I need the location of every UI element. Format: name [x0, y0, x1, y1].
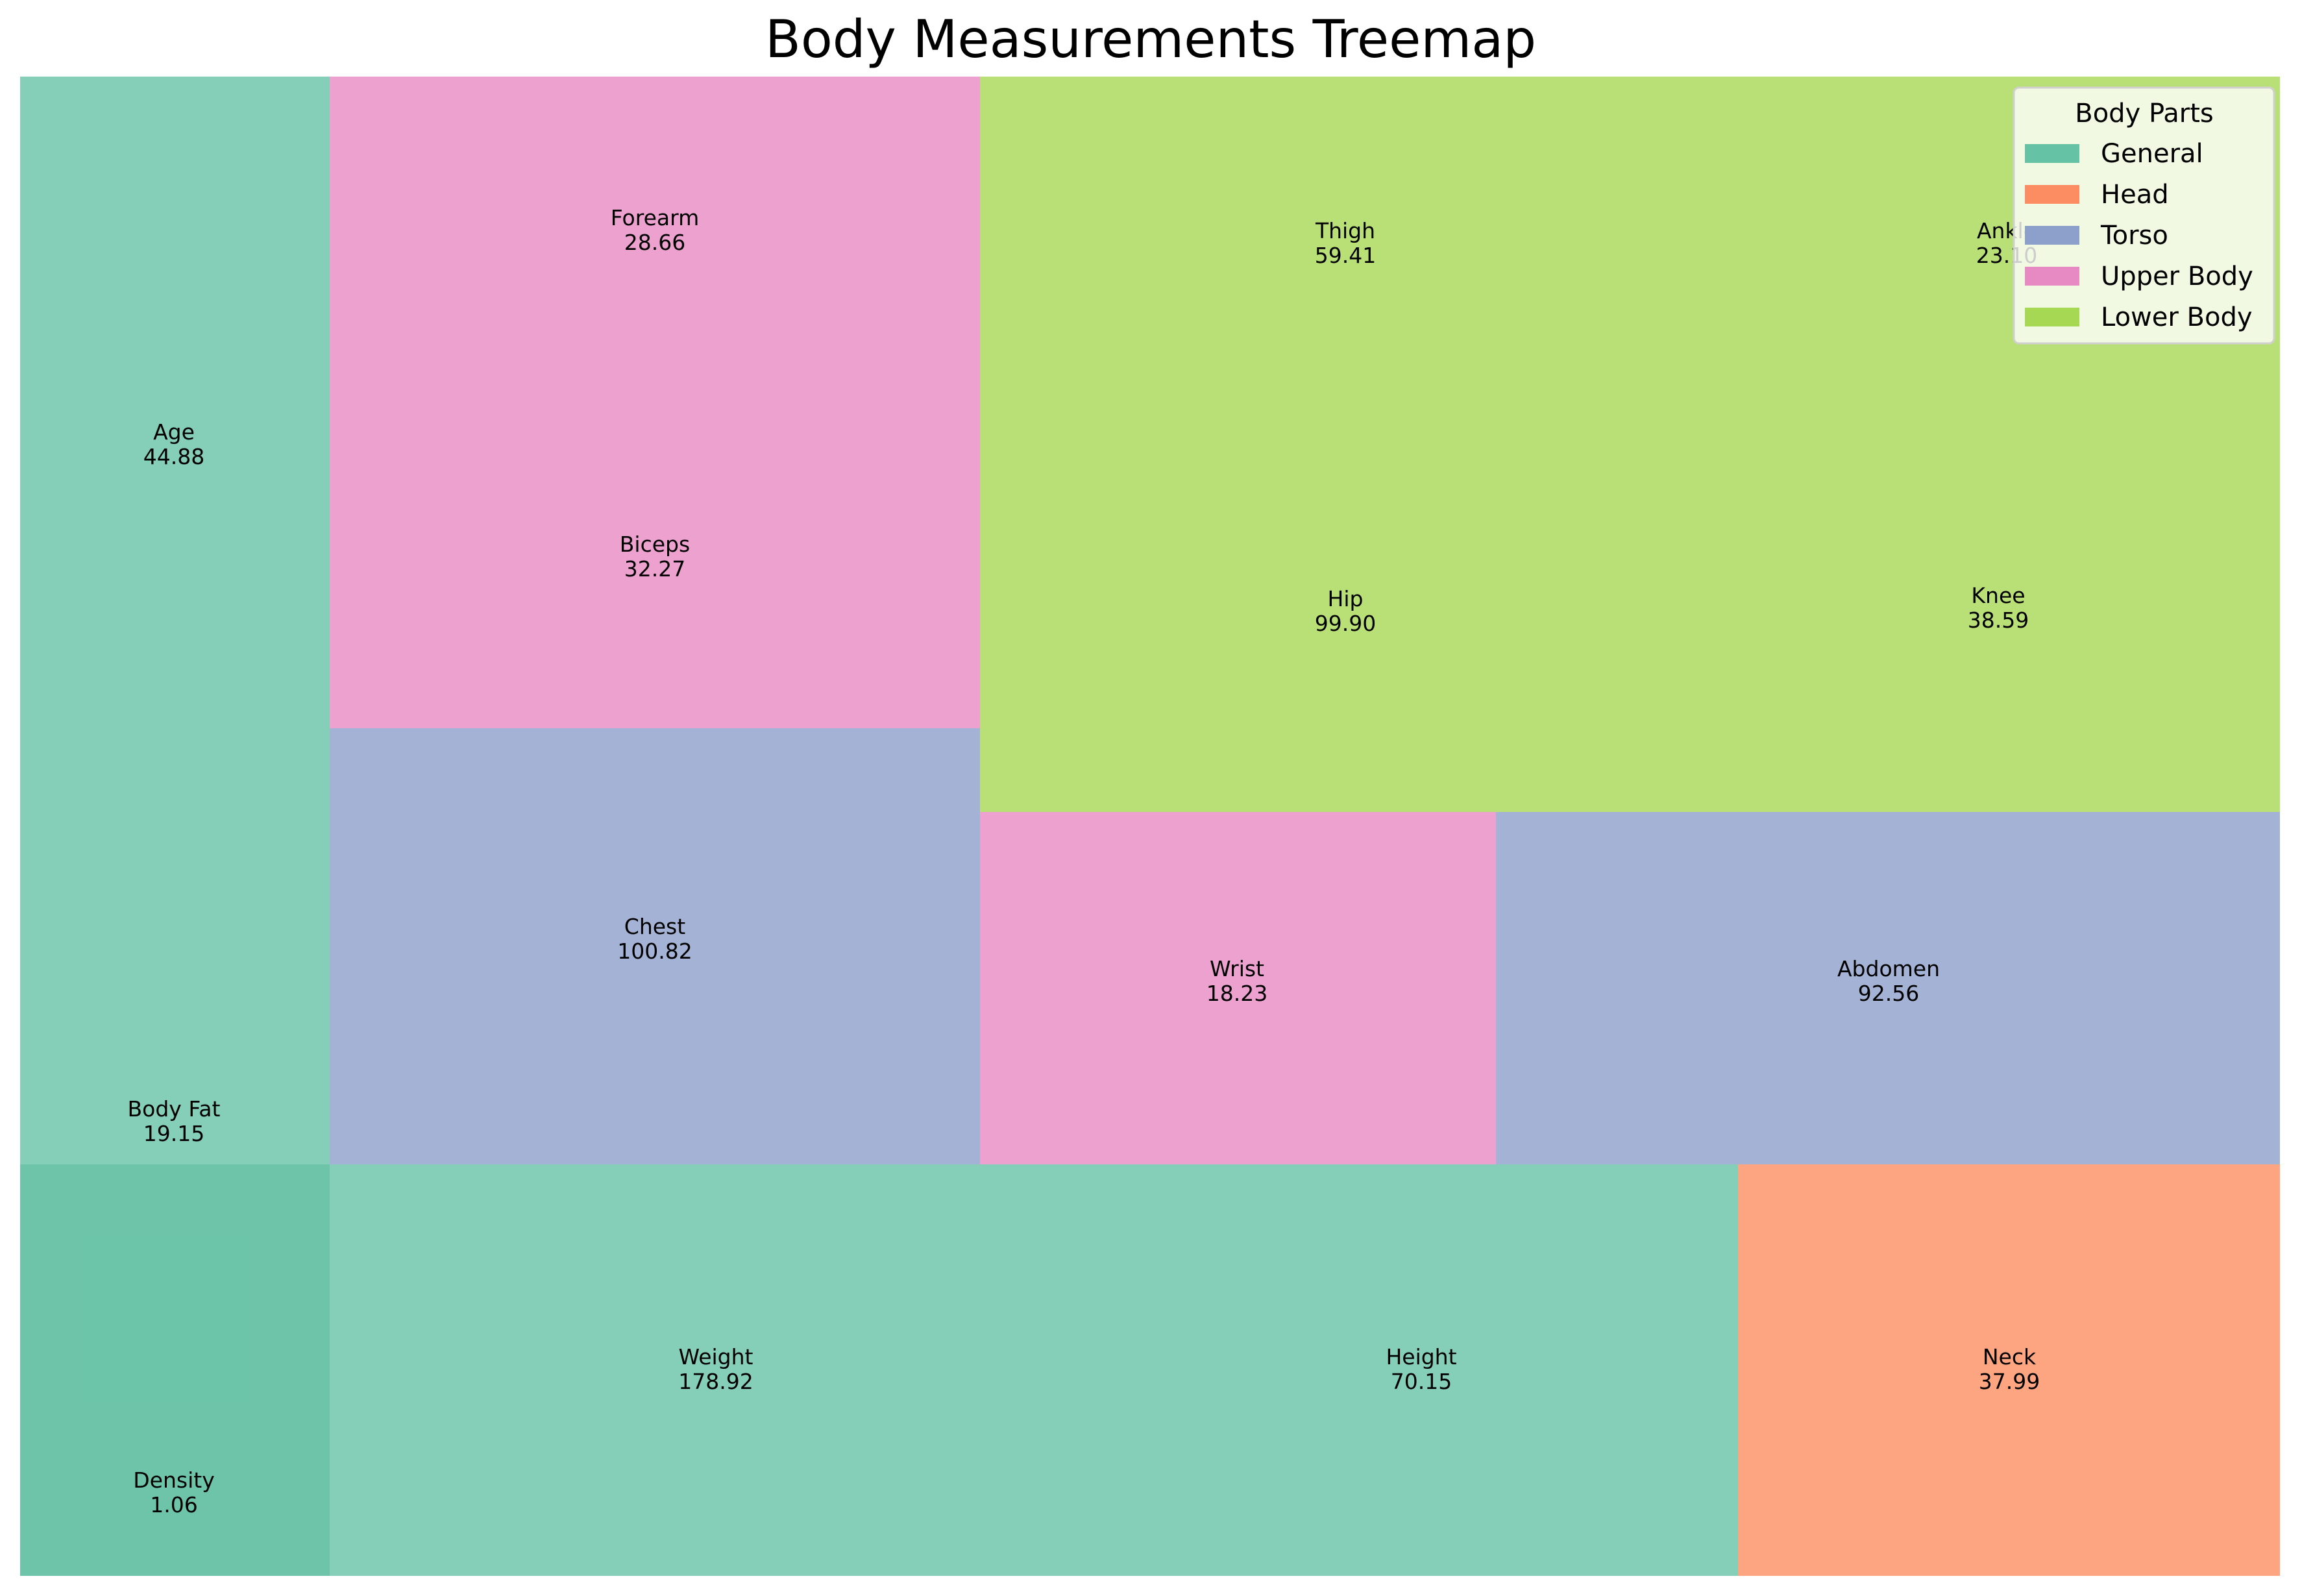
tile-label-wrist: Wrist — [1210, 956, 1264, 981]
tile-value-weight: 178.92 — [678, 1369, 753, 1394]
tile-value-density: 1.06 — [150, 1492, 197, 1517]
tile-value-abdomen: 92.56 — [1858, 981, 1919, 1006]
tile-label-biceps: Biceps — [620, 532, 690, 557]
legend-label-lower-body: Lower Body — [2101, 302, 2253, 332]
legend-label-upper-body: Upper Body — [2101, 262, 2253, 291]
tile-value-age: 44.88 — [143, 444, 204, 469]
tile-weight — [20, 1164, 1738, 1576]
legend: Body Parts General Head Torso Upper Body Low… — [2013, 86, 2275, 345]
tile-label-neck: Neck — [1983, 1344, 2037, 1369]
tile-label-body-fat: Body Fat — [128, 1096, 221, 1122]
tile-value-height: 70.15 — [1391, 1369, 1452, 1394]
tile-label-weight: Weight — [679, 1344, 753, 1369]
tile-wrist — [980, 812, 1496, 1164]
treemap-tiles — [20, 77, 2280, 1576]
legend-label-head: Head — [2101, 180, 2169, 210]
legend-title: Body Parts — [2075, 99, 2214, 129]
tile-label-hip: Hip — [1328, 586, 1364, 611]
tile-label-density: Density — [133, 1467, 214, 1493]
tile-neck — [1738, 1164, 2280, 1576]
tile-label-abdomen: Abdomen — [1837, 956, 1940, 981]
legend-label-torso: Torso — [2100, 221, 2168, 251]
legend-swatch-lower-body — [2025, 308, 2079, 326]
tile-label-forearm: Forearm — [611, 205, 700, 230]
tile-label-height: Height — [1386, 1344, 1456, 1369]
tile-chest — [330, 728, 980, 1164]
chart-title: Body Measurements Treemap — [765, 9, 1536, 69]
tile-value-knee: 38.59 — [1968, 608, 2029, 633]
tile-abdomen — [1496, 812, 2280, 1164]
tile-value-thigh: 59.41 — [1315, 243, 1376, 268]
tile-label-age: Age — [153, 419, 195, 445]
tile-value-chest: 100.82 — [617, 939, 692, 964]
tile-value-body-fat: 19.15 — [143, 1121, 204, 1146]
legend-swatch-head — [2025, 185, 2079, 204]
legend-label-general: General — [2101, 139, 2203, 169]
tile-forearm — [330, 77, 980, 728]
legend-swatch-upper-body — [2025, 267, 2079, 286]
tile-value-neck: 37.99 — [1979, 1369, 2040, 1394]
legend-swatch-torso — [2025, 226, 2079, 245]
legend-swatch-general — [2025, 144, 2079, 163]
legend-entries: General Head Torso Upper Body Lower Body — [2025, 139, 2253, 332]
tile-label-knee: Knee — [1971, 583, 2025, 608]
tile-label-chest: Chest — [624, 914, 685, 939]
tile-value-biceps: 32.27 — [624, 556, 685, 582]
tile-label-thigh: Thigh — [1315, 218, 1375, 243]
tile-value-forearm: 28.66 — [624, 230, 685, 255]
tile-value-hip: 99.90 — [1315, 611, 1376, 636]
tile-value-wrist: 18.23 — [1206, 981, 1267, 1006]
